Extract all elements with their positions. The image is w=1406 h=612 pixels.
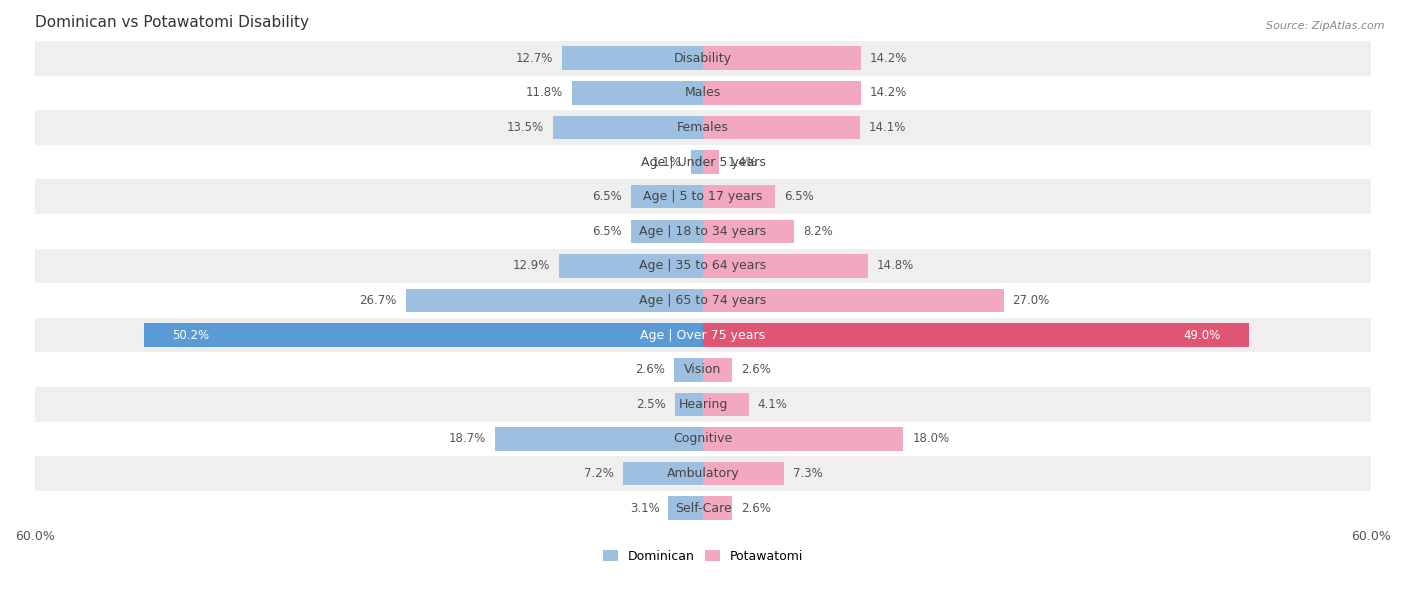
Bar <box>35 41 1371 75</box>
Bar <box>35 387 1371 422</box>
Text: Age | 5 to 17 years: Age | 5 to 17 years <box>644 190 762 203</box>
Text: 6.5%: 6.5% <box>592 190 621 203</box>
Bar <box>143 323 703 347</box>
Text: 6.5%: 6.5% <box>592 225 621 238</box>
Text: 2.6%: 2.6% <box>636 364 665 376</box>
Text: 1.1%: 1.1% <box>652 155 682 168</box>
Text: Self-Care: Self-Care <box>675 502 731 515</box>
Bar <box>703 358 733 381</box>
Bar <box>668 496 703 520</box>
Bar <box>35 248 1371 283</box>
Bar <box>35 110 1371 145</box>
Text: Source: ZipAtlas.com: Source: ZipAtlas.com <box>1267 21 1385 31</box>
Text: 14.8%: 14.8% <box>877 259 914 272</box>
Bar <box>35 353 1371 387</box>
Text: 14.2%: 14.2% <box>870 86 907 99</box>
Text: Cognitive: Cognitive <box>673 433 733 446</box>
Legend: Dominican, Potawatomi: Dominican, Potawatomi <box>598 545 808 568</box>
Text: 1.4%: 1.4% <box>727 155 758 168</box>
Bar <box>35 214 1371 248</box>
Text: 50.2%: 50.2% <box>172 329 209 341</box>
Bar <box>553 116 703 139</box>
Text: 2.6%: 2.6% <box>741 502 770 515</box>
Bar <box>703 427 904 451</box>
Bar <box>690 151 703 174</box>
Text: 13.5%: 13.5% <box>506 121 544 134</box>
Bar <box>560 254 703 278</box>
Bar <box>703 392 748 416</box>
Text: Ambulatory: Ambulatory <box>666 467 740 480</box>
Bar <box>35 179 1371 214</box>
Text: Age | 18 to 34 years: Age | 18 to 34 years <box>640 225 766 238</box>
Bar <box>406 289 703 312</box>
Text: 49.0%: 49.0% <box>1184 329 1220 341</box>
Text: 8.2%: 8.2% <box>803 225 832 238</box>
Bar <box>703 496 733 520</box>
Text: 2.5%: 2.5% <box>637 398 666 411</box>
Bar <box>703 185 775 209</box>
Bar <box>703 81 860 105</box>
Bar <box>703 116 860 139</box>
Bar <box>35 457 1371 491</box>
Bar <box>703 220 794 243</box>
Text: Females: Females <box>678 121 728 134</box>
Text: Age | 65 to 74 years: Age | 65 to 74 years <box>640 294 766 307</box>
Text: 3.1%: 3.1% <box>630 502 659 515</box>
Bar <box>35 318 1371 353</box>
Text: 14.1%: 14.1% <box>869 121 907 134</box>
Text: Vision: Vision <box>685 364 721 376</box>
Text: Disability: Disability <box>673 51 733 65</box>
Bar <box>703 323 1249 347</box>
Text: 27.0%: 27.0% <box>1012 294 1050 307</box>
Bar <box>495 427 703 451</box>
Text: 12.9%: 12.9% <box>513 259 551 272</box>
Bar <box>631 185 703 209</box>
Text: Males: Males <box>685 86 721 99</box>
Bar <box>35 491 1371 526</box>
Text: Age | Over 75 years: Age | Over 75 years <box>641 329 765 341</box>
Text: Dominican vs Potawatomi Disability: Dominican vs Potawatomi Disability <box>35 15 309 30</box>
Bar <box>35 283 1371 318</box>
Bar <box>35 75 1371 110</box>
Text: 4.1%: 4.1% <box>758 398 787 411</box>
Text: 2.6%: 2.6% <box>741 364 770 376</box>
Text: 12.7%: 12.7% <box>516 51 553 65</box>
Text: Age | 35 to 64 years: Age | 35 to 64 years <box>640 259 766 272</box>
Text: Age | Under 5 years: Age | Under 5 years <box>641 155 765 168</box>
Text: Hearing: Hearing <box>678 398 728 411</box>
Bar <box>623 462 703 485</box>
Bar <box>675 392 703 416</box>
Text: 26.7%: 26.7% <box>360 294 396 307</box>
Text: 11.8%: 11.8% <box>526 86 562 99</box>
Bar <box>35 145 1371 179</box>
Bar <box>631 220 703 243</box>
Text: 14.2%: 14.2% <box>870 51 907 65</box>
Bar <box>703 254 868 278</box>
Text: 7.2%: 7.2% <box>583 467 614 480</box>
Bar <box>703 462 785 485</box>
Text: 7.3%: 7.3% <box>793 467 823 480</box>
Bar <box>703 289 1004 312</box>
Text: 18.7%: 18.7% <box>449 433 486 446</box>
Bar <box>35 422 1371 457</box>
Bar <box>703 47 860 70</box>
Bar <box>572 81 703 105</box>
Bar <box>703 151 718 174</box>
Text: 18.0%: 18.0% <box>912 433 949 446</box>
Text: 6.5%: 6.5% <box>785 190 814 203</box>
Bar <box>561 47 703 70</box>
Bar <box>673 358 703 381</box>
